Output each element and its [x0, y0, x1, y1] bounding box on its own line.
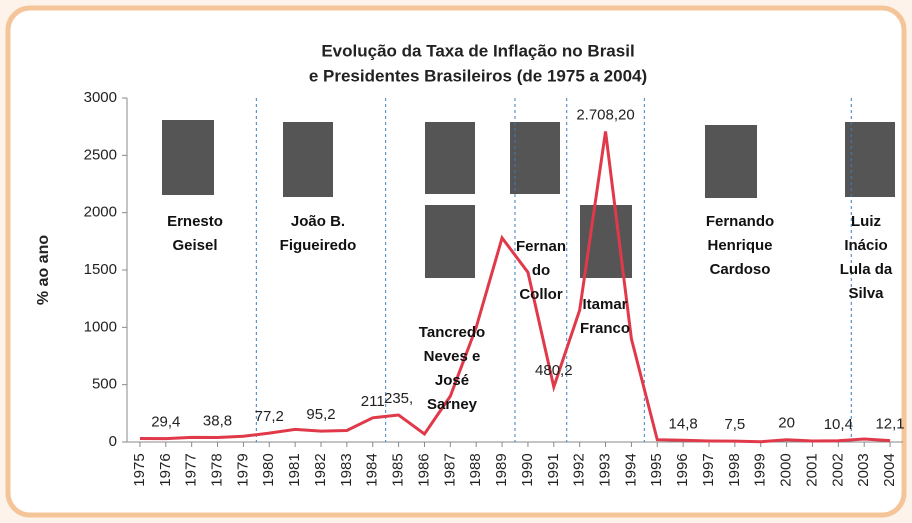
president-name: Fernando	[706, 213, 774, 230]
y-tick-label: 3000	[84, 89, 117, 106]
x-tick-label: 2003	[855, 453, 872, 486]
x-tick-label: 1979	[234, 453, 251, 486]
x-tick-label: 1997	[700, 453, 717, 486]
y-tick-label: 500	[92, 376, 117, 393]
president-name: Luiz	[851, 213, 881, 230]
president-name: Sarney	[427, 396, 478, 413]
photo	[283, 122, 333, 197]
president-name: Silva	[848, 285, 884, 302]
y-axis-label: % ao ano	[35, 235, 52, 305]
data-label: 12,1	[875, 416, 904, 433]
x-tick-label: 1998	[726, 453, 743, 486]
data-label: 95,2	[306, 406, 335, 423]
x-tick-label: 1996	[674, 453, 691, 486]
president-name: José	[435, 372, 469, 389]
x-tick-label: 1995	[648, 453, 665, 486]
y-tick-label: 2500	[84, 146, 117, 163]
data-label: 235,	[384, 390, 413, 407]
x-tick-label: 1977	[183, 453, 200, 486]
x-tick-label: 2001	[803, 453, 820, 486]
president-name: Tancredo	[419, 324, 485, 341]
x-tick-label: 1993	[597, 453, 614, 486]
data-label: 77,2	[255, 408, 284, 425]
photo	[580, 205, 632, 278]
x-tick-label: 1985	[390, 453, 407, 486]
data-label: 29,4	[151, 414, 180, 431]
x-tick-label: 1984	[364, 453, 381, 486]
x-tick-label: 2002	[829, 453, 846, 486]
line	[139, 131, 891, 444]
president-name: Ernesto	[167, 213, 223, 230]
x-tick-label: 2004	[881, 453, 898, 486]
photo	[425, 205, 475, 278]
x-tick-label: 1994	[622, 453, 639, 486]
president-name: Inácio	[844, 237, 887, 254]
president-name: Fernan	[516, 238, 566, 255]
x-tick-label: 1980	[260, 453, 277, 486]
x-tick-label: 1986	[415, 453, 432, 486]
x-tick-label: 1989	[493, 453, 510, 486]
x-tick-label: 1999	[752, 453, 769, 486]
data-label: 10,4	[824, 416, 853, 433]
president-name: João B.	[291, 213, 345, 230]
chart-title: Evolução da Taxa de Inflação no Brasil	[321, 41, 634, 60]
president-name: Figueiredo	[280, 237, 357, 254]
x-tick-label: 1975	[131, 453, 148, 486]
data-label: 38,8	[203, 413, 232, 430]
data-label: 211	[361, 393, 385, 410]
photo	[705, 125, 757, 198]
x-tick-label: 1988	[467, 453, 484, 486]
photo	[162, 120, 214, 195]
photo	[425, 122, 475, 194]
x-tick-label: 1982	[312, 453, 329, 486]
president-name: Itamar	[582, 296, 627, 313]
x-tick-label: 1983	[338, 453, 355, 486]
x-tick-label: 1981	[286, 453, 303, 486]
y-tick-label: 2000	[84, 204, 117, 221]
x-tick-label: 1976	[157, 453, 174, 486]
data-label: 14,8	[669, 415, 698, 432]
president-name: Collor	[519, 286, 562, 303]
x-tick-label: 1987	[441, 453, 458, 486]
president-name: Geisel	[172, 237, 217, 254]
president-name: Cardoso	[710, 261, 771, 278]
data-label: 7,5	[724, 416, 745, 433]
photo	[510, 122, 560, 194]
photo	[845, 122, 895, 197]
x-tick-label: 1978	[209, 453, 226, 486]
data-label: 2.708,20	[576, 106, 634, 123]
president-name: Henrique	[707, 237, 772, 254]
chart-subtitle: e Presidentes Brasileiros (de 1975 a 200…	[309, 66, 647, 85]
x-tick-label: 2000	[778, 453, 795, 486]
president-name: Neves e	[424, 348, 481, 365]
y-tick-label: 1000	[84, 318, 117, 335]
president-name: do	[532, 262, 550, 279]
president-name: Lula da	[840, 261, 893, 278]
data-label: 20	[778, 415, 795, 432]
y-tick-label: 1500	[84, 261, 117, 278]
x-tick-label: 1992	[571, 453, 588, 486]
photos	[162, 120, 895, 278]
x-tick-label: 1991	[545, 453, 562, 486]
data-label: 480,2	[535, 362, 573, 379]
x-tick-label: 1990	[519, 453, 536, 486]
president-name: Franco	[580, 320, 630, 337]
y-tick-label: 0	[109, 433, 117, 450]
